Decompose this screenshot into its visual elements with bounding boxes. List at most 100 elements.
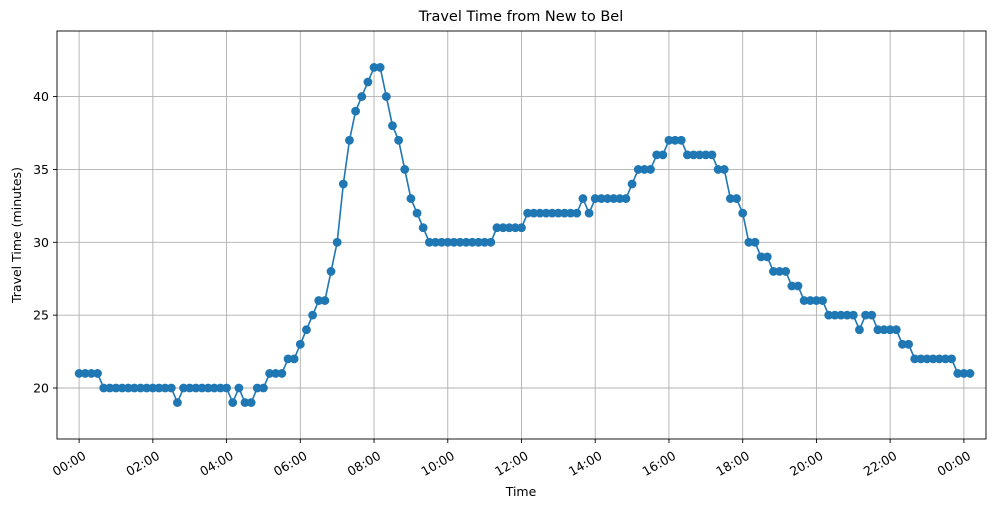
data-point (510, 223, 520, 233)
data-point (965, 369, 975, 378)
data-point (941, 354, 950, 364)
data-point (879, 325, 889, 335)
data-point (283, 354, 293, 364)
data-point (375, 63, 385, 72)
data-point (443, 237, 453, 247)
x-tick-label: 20:00 (787, 448, 826, 479)
data-point (676, 135, 686, 145)
data-point (781, 267, 791, 276)
data-point (160, 383, 170, 393)
data-point (529, 208, 539, 218)
data-point (646, 165, 655, 174)
y-tick-label: 40 (33, 89, 49, 104)
data-point (277, 369, 287, 378)
data-point (885, 325, 895, 335)
data-point (105, 383, 115, 393)
y-tick-label: 25 (33, 308, 49, 323)
data-point (93, 369, 102, 378)
data-point (388, 121, 397, 131)
data-point (308, 310, 317, 320)
data-point (891, 325, 901, 335)
data-point (848, 310, 858, 320)
data-point (130, 383, 139, 393)
x-tick-label: 10:00 (418, 448, 457, 479)
data-point (627, 179, 637, 189)
data-point (136, 383, 145, 393)
data-point (547, 208, 557, 218)
data-point (861, 310, 870, 320)
series-line (79, 66, 971, 405)
data-point (517, 223, 526, 233)
data-point (209, 383, 219, 393)
y-tick-label: 35 (33, 162, 49, 177)
data-point (314, 296, 324, 305)
data-point (480, 237, 490, 247)
data-point (173, 398, 182, 407)
data-point (246, 398, 256, 407)
data-point (609, 194, 619, 203)
data-point (738, 208, 748, 218)
x-tick-label: 08:00 (345, 448, 384, 479)
data-point (762, 252, 772, 262)
data-point (394, 135, 404, 145)
data-point (99, 383, 109, 393)
y-axis-label: Travel Time (minutes) (9, 167, 24, 304)
x-tick-label: 16:00 (640, 448, 679, 479)
data-point (154, 383, 164, 393)
x-tick-label: 22:00 (861, 448, 900, 479)
data-point (455, 237, 465, 247)
data-point (363, 77, 373, 87)
data-point (959, 369, 969, 378)
data-point (351, 106, 361, 116)
data-point (928, 354, 938, 364)
x-tick-label: 06:00 (271, 448, 310, 479)
data-point (621, 194, 631, 203)
data-point (695, 150, 705, 160)
data-point (474, 237, 483, 247)
data-point (320, 296, 330, 305)
grid-lines (57, 31, 986, 439)
data-point (179, 383, 188, 393)
data-point (148, 383, 158, 393)
data-point (271, 369, 281, 378)
chart-title: Travel Time from New to Bel (418, 9, 623, 25)
data-point (560, 208, 569, 218)
data-point (197, 383, 207, 393)
x-axis-label: Time (505, 484, 537, 499)
data-point (486, 237, 496, 247)
data-point (818, 296, 827, 305)
data-point (467, 237, 477, 247)
data-point (769, 267, 778, 276)
data-point (953, 369, 963, 378)
data-point (357, 92, 367, 101)
data-point (836, 310, 846, 320)
data-point (756, 252, 766, 262)
data-point (639, 165, 649, 174)
data-point (332, 237, 342, 247)
data-point (566, 208, 576, 218)
data-point (449, 237, 459, 247)
data-point (873, 325, 883, 335)
data-point (707, 150, 717, 160)
data-point (898, 339, 907, 349)
data-point (910, 354, 920, 364)
data-point (369, 63, 379, 72)
data-point (504, 223, 514, 233)
data-point (222, 383, 231, 393)
data-point (302, 325, 311, 335)
data-point (744, 237, 754, 247)
data-point (842, 310, 852, 320)
x-tick-label: 00:00 (934, 448, 973, 479)
data-point (424, 237, 434, 247)
data-point (590, 194, 600, 203)
data-point (259, 383, 268, 393)
data-point (185, 383, 195, 393)
y-tick-label: 20 (33, 381, 49, 396)
data-point (799, 296, 809, 305)
data-point (787, 281, 797, 291)
data-point (289, 354, 299, 364)
data-point (338, 179, 348, 189)
data-point (142, 383, 152, 393)
x-tick-label: 12:00 (492, 448, 531, 479)
